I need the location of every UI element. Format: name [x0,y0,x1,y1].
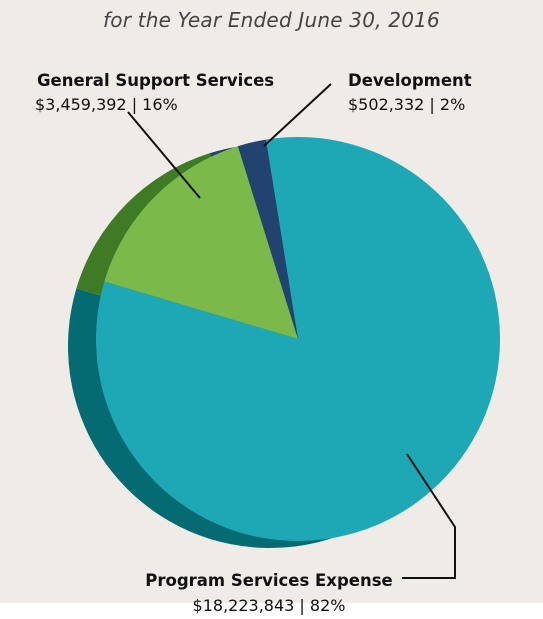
label-general-support-value: $3,459,392 | 16% [35,95,178,114]
leader-program-services [402,453,456,579]
label-development-title: Development [348,71,472,90]
label-program-services-value: $18,223,843 | 82% [193,596,346,615]
slice-program-services [96,137,501,541]
label-program-services-title: Program Services Expense [145,571,392,590]
label-general-support-title: General Support Services [37,71,274,90]
slice-general-support [104,146,298,339]
chart-subtitle: for the Year Ended June 30, 2016 [103,8,440,32]
label-development-value: $502,332 | 2% [348,95,465,114]
leader-general-support [127,111,201,199]
leader-development [263,83,332,147]
slice-development [237,139,298,339]
